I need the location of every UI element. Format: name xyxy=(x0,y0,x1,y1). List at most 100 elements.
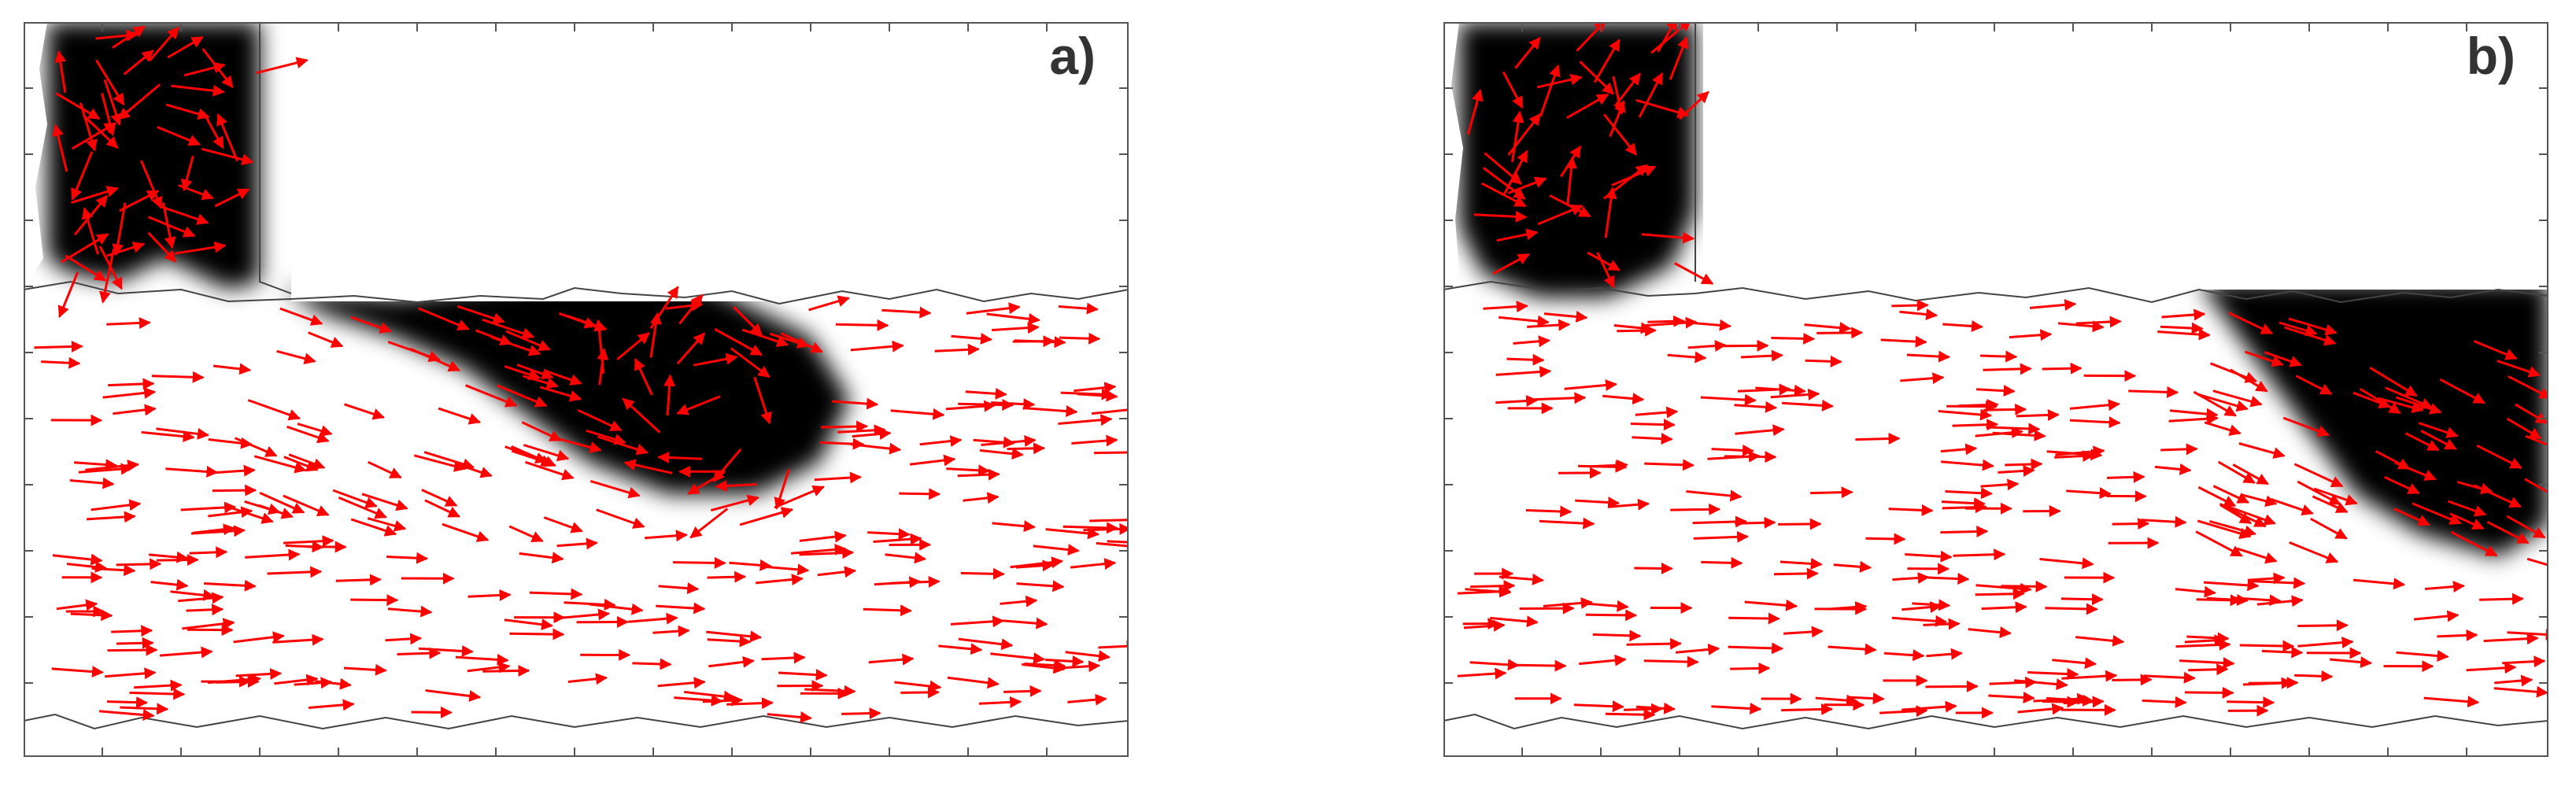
velocity-arrow xyxy=(119,190,160,212)
velocity-arrow xyxy=(1986,423,2041,435)
velocity-arrow xyxy=(213,363,252,375)
velocity-arrow xyxy=(91,564,136,577)
velocity-arrow xyxy=(1089,519,1129,522)
velocity-arrow xyxy=(1998,464,2035,477)
velocity-arrow xyxy=(1602,393,1645,405)
velocity-arrow xyxy=(2027,668,2079,681)
velocity-arrow xyxy=(645,530,688,542)
velocity-arrow xyxy=(2497,360,2541,378)
velocity-arrow xyxy=(112,202,127,257)
velocity-arrow xyxy=(91,499,142,511)
velocity-arrow xyxy=(1003,617,1048,629)
velocity-arrow xyxy=(2042,362,2083,375)
velocity-arrow xyxy=(467,661,511,674)
velocity-arrow xyxy=(111,625,153,637)
velocity-arrow xyxy=(2294,670,2334,682)
velocity-arrow xyxy=(182,618,235,630)
velocity-arrows-b xyxy=(1457,22,2548,721)
velocity-arrow xyxy=(981,435,1037,447)
velocity-arrow xyxy=(171,84,225,97)
velocity-arrow xyxy=(2060,593,2104,606)
velocity-arrow xyxy=(814,471,862,484)
velocity-arrow xyxy=(1804,322,1852,334)
velocity-arrow xyxy=(2195,530,2243,557)
velocity-arrow xyxy=(2450,530,2498,557)
velocity-arrow xyxy=(1596,252,1615,289)
velocity-arrow xyxy=(950,615,1005,628)
velocity-arrow xyxy=(98,245,123,290)
velocity-arrow xyxy=(663,374,676,416)
velocity-arrow xyxy=(106,696,149,709)
velocity-arrow xyxy=(850,442,902,455)
velocity-arrow xyxy=(761,652,806,664)
velocity-arrow xyxy=(774,469,790,510)
velocity-arrow xyxy=(658,582,700,595)
velocity-arrow xyxy=(657,677,706,689)
velocity-arrow xyxy=(61,233,109,264)
velocity-arrow xyxy=(79,102,98,152)
velocity-arrow xyxy=(2479,592,2524,605)
velocity-arrow xyxy=(2057,320,2105,333)
velocity-arrow xyxy=(1686,489,1743,502)
velocity-arrow xyxy=(2160,322,2204,334)
velocity-arrow xyxy=(2013,678,2068,691)
velocity-arrow xyxy=(1014,336,1066,349)
velocity-arrow xyxy=(350,316,392,334)
velocity-arrow xyxy=(98,708,155,721)
flow-field-a xyxy=(24,22,1129,757)
velocity-arrow xyxy=(2141,515,2187,528)
velocity-arrow xyxy=(1016,580,1065,592)
velocity-arrow xyxy=(2494,674,2533,687)
velocity-arrow xyxy=(1564,379,1617,391)
velocity-arrow xyxy=(508,525,544,543)
velocity-arrow xyxy=(799,547,855,559)
panel-label-a: a) xyxy=(1049,27,1096,85)
velocity-arrow xyxy=(1687,340,1727,353)
velocity-arrow xyxy=(367,460,402,479)
velocity-arrow xyxy=(2507,628,2548,640)
velocity-arrow xyxy=(2061,670,2118,682)
velocity-arrow xyxy=(2227,696,2275,709)
velocity-arrow xyxy=(1670,503,1721,515)
velocity-arrow xyxy=(2054,450,2095,463)
velocity-arrow xyxy=(1071,434,1118,447)
velocity-arrow xyxy=(1983,403,2027,415)
velocity-arrow xyxy=(1723,339,1769,352)
velocity-arrow xyxy=(208,437,253,449)
velocity-arrow xyxy=(874,576,922,589)
velocity-arrow xyxy=(423,451,475,471)
velocity-arrow xyxy=(965,387,1007,400)
velocity-arrow xyxy=(1638,72,1664,118)
velocity-arrow xyxy=(2107,471,2145,483)
velocity-arrow xyxy=(2066,487,2112,500)
velocity-arrow xyxy=(837,424,886,437)
velocity-arrow xyxy=(167,35,204,59)
velocity-arrow xyxy=(504,618,553,631)
velocity-arrow xyxy=(1902,601,1942,614)
velocity-arrow xyxy=(274,674,319,686)
velocity-arrow xyxy=(990,652,1046,665)
velocity-arrow xyxy=(1989,676,2038,688)
velocity-arrow xyxy=(2029,299,2077,311)
velocity-arrow xyxy=(1578,460,1628,473)
velocity-arrow xyxy=(361,493,408,511)
velocity-arrow xyxy=(2232,463,2269,485)
velocity-arrow xyxy=(1593,39,1621,83)
velocity-arrow xyxy=(2508,375,2548,399)
velocity-arrow xyxy=(1635,406,1679,419)
velocity-arrow xyxy=(73,459,118,471)
velocity-arrow xyxy=(1617,324,1657,337)
velocity-arrow xyxy=(272,633,324,646)
velocity-arrow xyxy=(1483,301,1528,313)
velocity-arrow xyxy=(2476,444,2522,469)
velocity-arrow xyxy=(2219,504,2253,525)
velocity-arrow xyxy=(350,518,397,537)
panel-a: a) xyxy=(24,22,1129,757)
velocity-arrow xyxy=(159,205,209,225)
velocity-arrow xyxy=(2175,638,2231,651)
velocity-arrow xyxy=(1502,71,1524,109)
velocity-arrow xyxy=(817,566,857,578)
velocity-arrow xyxy=(1630,419,1676,431)
velocity-arrow xyxy=(52,553,103,566)
velocity-arrow xyxy=(1906,350,1951,363)
